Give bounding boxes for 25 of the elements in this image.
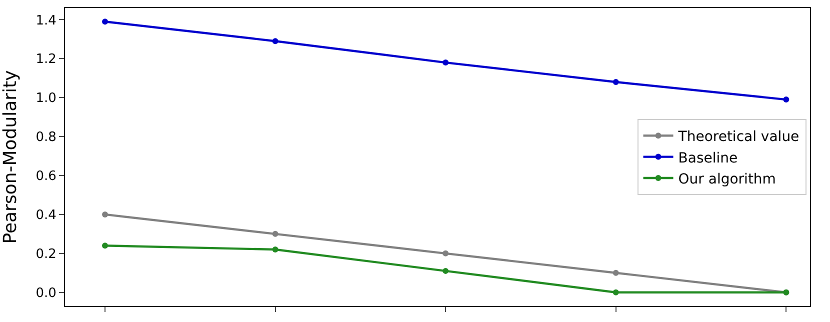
y-tick-label: 0.8: [36, 130, 56, 146]
point: [102, 18, 108, 25]
y-tick-label: 0.6: [36, 169, 56, 184]
point: [272, 230, 278, 237]
point: [102, 242, 108, 249]
y-axis-title: Pearson-Modularity: [0, 70, 21, 244]
y-tick-label: 1.4: [36, 13, 56, 28]
point: [442, 250, 449, 256]
y-tick-label: 0.2: [36, 246, 56, 262]
point: [102, 211, 108, 218]
point: [442, 60, 449, 66]
legend-label: Our algorithm: [678, 171, 776, 188]
point: [612, 270, 619, 276]
y-tick-label: 1.0: [36, 91, 56, 106]
point: [612, 289, 619, 296]
point: [612, 79, 619, 86]
point: [442, 268, 449, 274]
point: [783, 96, 790, 103]
point: [272, 246, 278, 253]
legend-label: Theoretical value: [677, 129, 800, 146]
y-tick-label: 0.4: [36, 208, 56, 224]
legend-label: Baseline: [678, 150, 738, 166]
y-tick-label: 0.0: [36, 286, 56, 301]
point: [272, 38, 278, 44]
y-tick-label: 1.2: [36, 52, 56, 68]
